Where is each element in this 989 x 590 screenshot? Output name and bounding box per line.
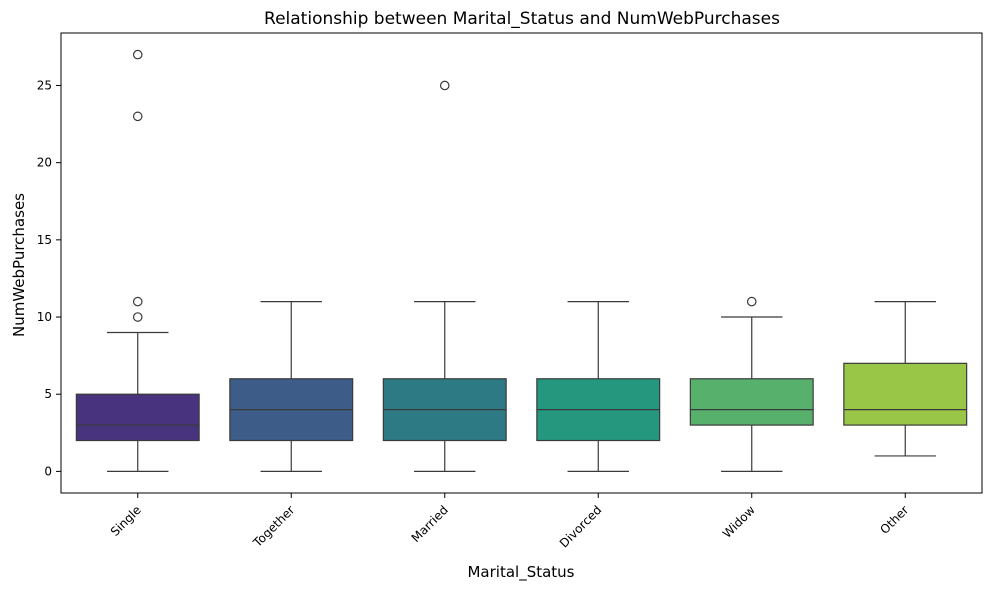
y-tick-label: 25 [37,78,52,92]
outlier-point [132,296,143,307]
outlier-point [132,312,143,322]
outlier-point [746,296,757,307]
box-group-divorced [536,300,661,472]
box-group-together [229,300,354,472]
x-tick-label: Together [250,503,298,551]
box-group-single [75,49,200,472]
box-iqr [689,378,814,426]
box-iqr [75,393,200,442]
x-tick-label: Widow [720,503,758,541]
x-tick-label: Single [108,503,144,539]
y-tick-label: 5 [44,387,52,401]
y-axis-label: NumWebPurchases [10,193,28,337]
x-tick-label: Divorced [557,503,605,551]
plot-frame [60,32,983,494]
box-iqr [843,362,968,426]
x-tick-label: Married [409,503,451,545]
box-group-other [843,300,968,457]
outlier-point [439,80,450,91]
y-tick-label: 10 [37,310,52,324]
outlier-point [132,49,143,60]
x-tick-label: Other [877,503,911,537]
plot-area: 0 5 10 15 20 25 Single Together Married Divorced W… [37,32,983,551]
box-group-married [382,80,507,472]
box-group-widow [689,296,814,472]
chart-title: Relationship between Marital_Status and … [264,9,780,29]
y-tick-label: 20 [37,156,52,170]
y-tick-label: 15 [37,233,52,247]
x-axis-label: Marital_Status [467,563,574,582]
outlier-point [132,111,143,122]
y-tick-label: 0 [44,464,52,478]
